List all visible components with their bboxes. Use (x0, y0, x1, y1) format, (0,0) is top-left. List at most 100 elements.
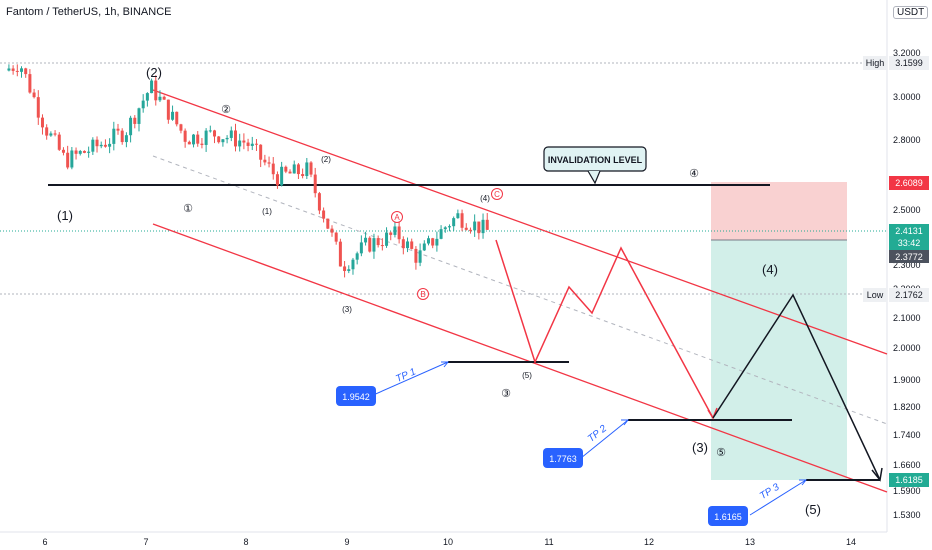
low-text: Low (867, 290, 884, 300)
candle-body (108, 143, 112, 147)
candle-body (225, 137, 229, 140)
candle-body (485, 219, 489, 230)
candle-body (124, 135, 128, 143)
wave-label-small-5: (5) (522, 371, 532, 380)
tp1-callout[interactable]: TP 1 1.9542 (336, 361, 450, 406)
candle-body (275, 174, 279, 186)
candle-body (456, 213, 460, 219)
wave-label-big-2: (2) (146, 65, 162, 80)
candle-body (263, 159, 267, 163)
low-value-box (889, 288, 929, 302)
candle-body (11, 68, 15, 71)
candle-body (296, 164, 300, 175)
tp1-label: TP 1 (394, 366, 417, 384)
candle-body (326, 218, 330, 229)
price-tick: 1.5900 (893, 486, 921, 496)
candle-body (481, 219, 485, 234)
candles-group (7, 64, 489, 278)
price-tick: 1.6600 (893, 460, 921, 470)
high-value: 3.1599 (895, 58, 923, 68)
time-tick: 14 (846, 537, 856, 547)
time-axis[interactable]: 6 7 8 9 10 11 12 13 14 (42, 537, 856, 547)
candle-body (162, 96, 166, 100)
candle-body (66, 152, 70, 168)
wave-label-small-2: (2) (321, 155, 331, 164)
candle-body (435, 238, 439, 246)
price-tick: 1.5300 (893, 510, 921, 520)
wave-label-C: C (494, 190, 500, 199)
price-axis[interactable]: 3.2000 3.2000 3.0000 2.8000 2.5000 2.300… (893, 8, 921, 520)
projection-black-arrow (871, 467, 883, 482)
candle-body (443, 227, 447, 230)
candle-body (406, 241, 410, 249)
candle-body (78, 150, 82, 154)
wave-label-small-4: (4) (480, 194, 490, 203)
time-tick: 8 (243, 537, 248, 547)
projection-red-path (495, 239, 714, 419)
tp2-arrow-line (580, 419, 629, 459)
current-price-countdown: 33:42 (898, 238, 921, 248)
candle-body (187, 141, 191, 145)
candle-body (166, 99, 170, 120)
candle-body (103, 144, 107, 147)
candle-body (221, 139, 225, 143)
target-tag-value: 1.6185 (895, 475, 923, 485)
tp3-callout[interactable]: TP 3 1.6165 (708, 479, 808, 526)
wave-label-big-4: (4) (762, 262, 778, 277)
candle-body (91, 139, 95, 152)
candle-body (372, 238, 376, 252)
high-text: High (866, 58, 885, 68)
tp3-value: 1.6165 (714, 512, 742, 522)
candle-body (61, 149, 65, 153)
invalidation-label: INVALIDATION LEVEL (548, 155, 643, 165)
candle-body (246, 142, 250, 146)
wave-circle-B (417, 288, 429, 300)
low-tag: Low 2.1762 (863, 288, 929, 302)
candle-body (334, 232, 338, 242)
wave-label-B: B (420, 290, 425, 299)
currency-badge[interactable]: USDT (893, 6, 929, 19)
candle-body (179, 124, 183, 131)
tp3-label: TP 3 (758, 481, 782, 502)
candle-body (351, 259, 355, 270)
candle-body (431, 238, 435, 246)
wave-label-circled-5: ⑤ (716, 447, 726, 459)
time-tick: 10 (443, 537, 453, 547)
candle-body (267, 162, 271, 164)
candle-body (32, 92, 36, 98)
tp2-callout[interactable]: TP 2 1.7763 (543, 419, 630, 468)
entry-tag-box (889, 250, 929, 263)
candle-body (292, 164, 296, 174)
wave-label-circled-1: ① (183, 203, 193, 215)
candle-body (49, 133, 53, 136)
time-tick: 12 (644, 537, 654, 547)
candle-body (196, 134, 200, 144)
candle-body (233, 130, 237, 147)
tp3-arrow-head (799, 479, 808, 486)
candle-body (204, 130, 208, 145)
candle-body (95, 139, 99, 147)
tp2-arrow-head (621, 419, 630, 426)
candle-body (53, 133, 57, 135)
candle-body (150, 80, 154, 94)
candle-body (401, 239, 405, 249)
candle-body (322, 210, 326, 219)
candle-body (238, 140, 242, 147)
time-tick: 9 (344, 537, 349, 547)
candle-body (154, 80, 158, 101)
candle-body (133, 117, 137, 124)
candle-body (28, 74, 32, 93)
candle-body (129, 117, 133, 136)
candle-body (288, 171, 292, 174)
low-text-box (863, 288, 887, 302)
candle-body (347, 269, 351, 272)
high-value-box (889, 56, 929, 70)
tp2-label: TP 2 (586, 423, 609, 445)
wave-circle-C (491, 188, 503, 200)
time-tick: 7 (143, 537, 148, 547)
tp3-value-box (708, 506, 748, 526)
candle-body (426, 238, 430, 244)
candle-body (208, 130, 212, 132)
candle-body (171, 111, 175, 120)
